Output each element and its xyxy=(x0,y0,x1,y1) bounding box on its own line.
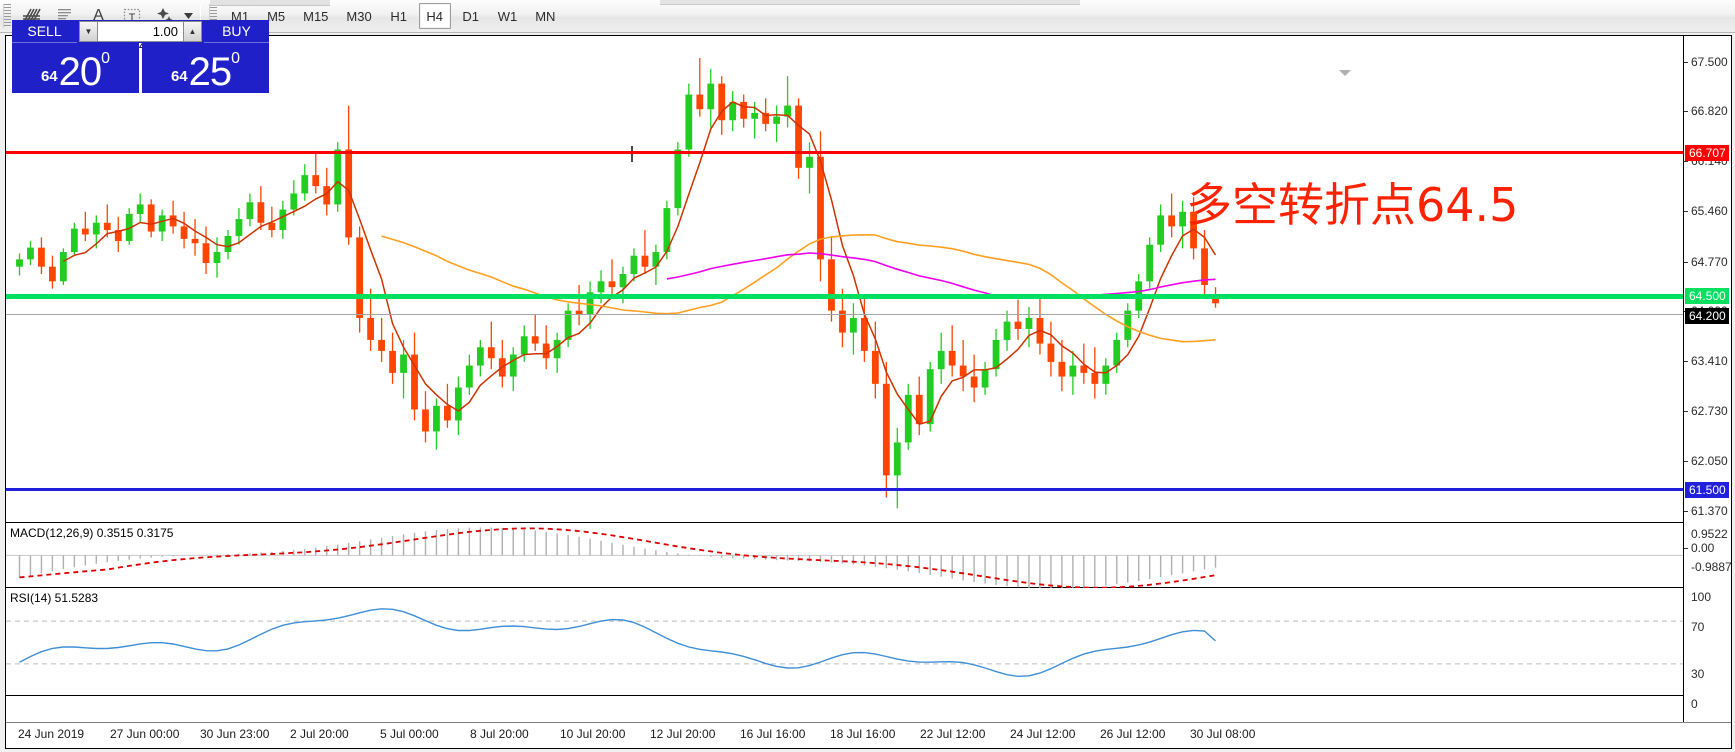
objects-dropdown-caret-icon[interactable] xyxy=(181,3,195,30)
time-axis-label: 12 Jul 20:00 xyxy=(650,727,716,741)
text-tool-icon[interactable]: A xyxy=(83,3,114,30)
rsi-axis-label: 100 xyxy=(1691,590,1712,604)
bid-price[interactable]: 64 20 0 xyxy=(12,43,139,93)
price-axis-label: 65.460 xyxy=(1691,204,1728,219)
timeframe-button-h1[interactable]: H1 xyxy=(390,8,408,24)
timeframe-group: M1 M5 M15 M30 H1 H4 D1 W1 MN xyxy=(222,3,564,29)
pivot-price-label[interactable]: 64.500 xyxy=(1685,288,1729,304)
rsi-axis-label: 0 xyxy=(1691,697,1698,711)
support-price-label[interactable]: 61.500 xyxy=(1685,482,1729,498)
chart-shift-marker-icon[interactable] xyxy=(1339,70,1351,76)
price-chart-canvas xyxy=(16,57,1219,509)
price-axis-label: 64.770 xyxy=(1691,254,1728,269)
current-price-line xyxy=(6,314,1683,315)
time-axis-label: 16 Jul 16:00 xyxy=(740,727,806,741)
time-axis-label: 8 Jul 20:00 xyxy=(470,727,529,741)
timeframe-button-m30[interactable]: M30 xyxy=(346,8,372,24)
rsi-axis-label: 70 xyxy=(1691,620,1705,634)
one-click-trading-prices: 64 20 0 64 25 0 xyxy=(12,43,269,93)
bid-price-point: 0 xyxy=(101,50,111,67)
time-axis-label: 2 Jul 20:00 xyxy=(290,727,349,741)
price-axis-tick xyxy=(1684,410,1688,412)
price-axis-label: 63.410 xyxy=(1691,354,1728,369)
timeframe-button-m1[interactable]: M1 xyxy=(231,8,250,24)
ask-price-point: 0 xyxy=(231,50,241,67)
timeframe-button-m5[interactable]: M5 xyxy=(267,8,286,24)
time-axis-label: 30 Jul 08:00 xyxy=(1190,727,1256,741)
time-axis-label: 26 Jul 12:00 xyxy=(1100,727,1166,741)
text-tool-glyph: A xyxy=(93,7,104,24)
time-axis-label: 22 Jul 12:00 xyxy=(920,727,986,741)
toolbar-overflow-strip-2 xyxy=(660,0,1080,5)
time-axis-label: 24 Jun 2019 xyxy=(18,727,85,741)
one-click-trading-panel[interactable]: SELL ▼ 1.00 ▲ BUY 64 20 0 64 25 0 xyxy=(12,20,269,93)
chart-window[interactable]: ▲UKOil-,H4 64.320 64.420 64.140 64.200 多… xyxy=(5,35,1732,749)
time-axis-label: 18 Jul 16:00 xyxy=(830,727,896,741)
timeframe-button-mn[interactable]: MN xyxy=(535,8,556,24)
price-axis-label: 67.500 xyxy=(1691,54,1728,69)
toolbar-drag-handle[interactable] xyxy=(3,4,11,28)
ask-price-prefix: 64 xyxy=(170,68,188,85)
macd-pane[interactable]: MACD(12,26,9) 0.3515 0.3175 xyxy=(6,524,1683,588)
time-axis[interactable]: 24 Jun 2019 27 Jun 00:00 30 Jun 23:00 2 Jul… xyxy=(6,722,1731,748)
bid-price-main: 20 xyxy=(58,50,102,94)
toolbar-separator xyxy=(200,5,201,27)
price-axis-label: 62.050 xyxy=(1691,453,1728,468)
time-axis-label: 30 Jun 23:00 xyxy=(200,727,270,741)
timeframe-button-w1[interactable]: W1 xyxy=(497,8,518,24)
price-axis-tick xyxy=(1684,261,1688,263)
time-axis-label: 24 Jul 12:00 xyxy=(1010,727,1076,741)
timeframe-button-h4[interactable]: H4 xyxy=(418,3,451,29)
buy-button[interactable]: BUY xyxy=(204,20,269,43)
volume-increase-button[interactable]: ▲ xyxy=(183,21,202,42)
macd-label: MACD(12,26,9) 0.3515 0.3175 xyxy=(10,526,174,540)
time-axis-label: 10 Jul 20:00 xyxy=(560,727,626,741)
pivot-level-line[interactable] xyxy=(6,294,1683,299)
svg-text:T: T xyxy=(128,12,135,24)
ask-price[interactable]: 64 25 0 xyxy=(142,43,269,93)
price-axis-tick xyxy=(1684,211,1688,213)
main-toolbar: E F A T xyxy=(0,0,1735,33)
volume-control: ▼ 1.00 ▲ xyxy=(77,20,204,43)
support-level-line[interactable] xyxy=(6,488,1683,491)
price-pane[interactable]: ▲UKOil-,H4 64.320 64.420 64.140 64.200 多… xyxy=(6,36,1683,523)
price-axis-tick xyxy=(1684,111,1688,113)
current-price-price-label[interactable]: 64.200 xyxy=(1685,308,1729,324)
price-axis-tick xyxy=(1684,161,1688,163)
resistance-price-label[interactable]: 66.707 xyxy=(1685,145,1729,161)
timeframe-button-m15[interactable]: M15 xyxy=(303,8,329,24)
macd-chart-canvas xyxy=(6,527,1683,588)
timeframe-drag-handle[interactable] xyxy=(209,4,217,28)
rsi-label: RSI(14) 51.5283 xyxy=(10,591,99,605)
chart-annotation-text[interactable]: 多空转折点64.5 xyxy=(1186,178,1519,232)
rsi-pane[interactable]: RSI(14) 51.5283 xyxy=(6,589,1683,696)
objects-icon[interactable] xyxy=(149,3,180,30)
volume-decrease-button[interactable]: ▼ xyxy=(79,21,98,42)
price-axis-tick xyxy=(1684,361,1688,363)
price-axis-tick xyxy=(1684,61,1688,63)
toolbar-overflow-strip xyxy=(210,0,330,6)
price-axis-label: 61.370 xyxy=(1691,503,1728,518)
bid-price-prefix: 64 xyxy=(40,68,58,85)
price-axis-tick xyxy=(1684,460,1688,462)
price-axis[interactable]: 67.50066.82066.14065.46064.77064.09063.4… xyxy=(1683,36,1732,722)
price-axis-label: 62.730 xyxy=(1691,403,1728,418)
rsi-axis-label: 30 xyxy=(1691,667,1705,681)
price-axis-label: 66.820 xyxy=(1691,104,1728,119)
macd-axis-tick xyxy=(1684,548,1688,549)
timeframe-button-d1[interactable]: D1 xyxy=(462,8,480,24)
ask-price-main: 25 xyxy=(188,50,232,94)
macd-axis-label: -0.9887 xyxy=(1691,560,1732,574)
rsi-chart-canvas xyxy=(6,608,1683,678)
macd-axis-label: 0.9522 xyxy=(1691,527,1728,541)
time-axis-label: 5 Jul 00:00 xyxy=(380,727,439,741)
volume-input[interactable]: 1.00 xyxy=(98,21,183,42)
resistance-level-line[interactable] xyxy=(6,151,1683,154)
sell-button[interactable]: SELL xyxy=(12,20,77,43)
macd-axis-label: 0.00 xyxy=(1691,541,1715,555)
one-click-trading-controls: SELL ▼ 1.00 ▲ BUY xyxy=(12,20,269,43)
time-axis-label: 27 Jun 00:00 xyxy=(110,727,180,741)
price-axis-tick xyxy=(1684,510,1688,512)
